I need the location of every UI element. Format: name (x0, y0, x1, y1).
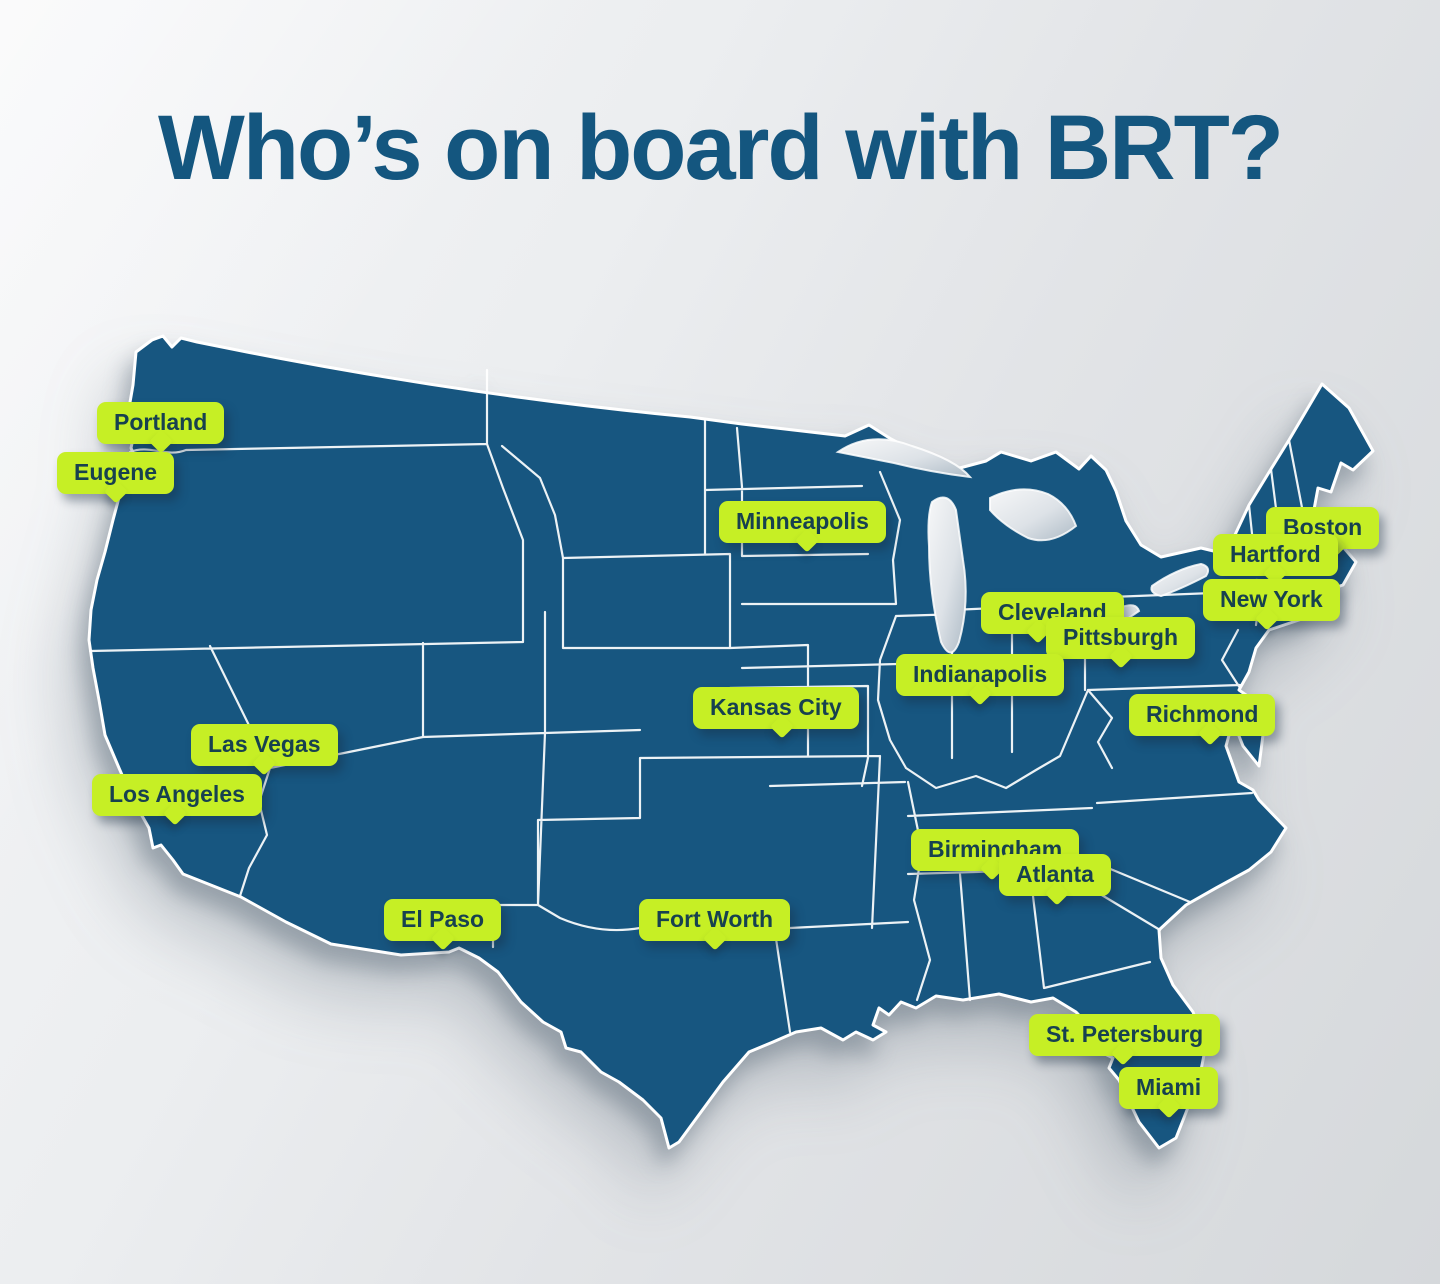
city-label-text: Fort Worth (656, 906, 774, 932)
city-label-text: Minneapolis (736, 508, 869, 534)
lake-superior (835, 438, 973, 479)
great-lakes (835, 438, 1210, 654)
city-label-portland: Portland (97, 402, 225, 454)
city-label-text: Richmond (1146, 701, 1259, 727)
lake-ontario (1150, 562, 1210, 598)
city-label-las-vegas: Las Vegas (191, 724, 338, 776)
city-label-text: Pittsburgh (1063, 624, 1178, 650)
city-label-los-angeles: Los Angeles (92, 774, 262, 826)
city-label-pittsburgh: Pittsburgh (1046, 617, 1195, 669)
city-label-text: Indianapolis (913, 661, 1048, 687)
city-label-text: Portland (114, 409, 208, 435)
city-label-new-york: New York (1203, 579, 1340, 631)
city-label-st-petersburg: St. Petersburg (1029, 1014, 1221, 1066)
city-label-text: Eugene (74, 459, 158, 485)
city-label-richmond: Richmond (1129, 694, 1276, 746)
city-label-miami: Miami (1119, 1067, 1219, 1119)
city-label-text: St. Petersburg (1046, 1021, 1204, 1047)
city-label-text: Los Angeles (109, 781, 245, 807)
city-label-text: Hartford (1230, 541, 1321, 567)
city-label-text: El Paso (401, 906, 485, 932)
lake-michigan (927, 496, 967, 654)
page-title: Who’s on board with BRT? (158, 97, 1284, 199)
city-label-text: Kansas City (710, 694, 842, 720)
city-label-minneapolis: Minneapolis (719, 501, 886, 553)
city-label-eugene: Eugene (57, 452, 175, 504)
city-label-atlanta: Atlanta (999, 854, 1111, 906)
city-label-text: Miami (1136, 1074, 1202, 1100)
city-label-fort-worth: Fort Worth (639, 899, 791, 951)
lake-huron (989, 488, 1078, 542)
city-label-indianapolis: Indianapolis (896, 654, 1065, 706)
city-label-el-paso: El Paso (384, 899, 502, 951)
city-label-text: New York (1220, 586, 1323, 612)
city-label-text: Las Vegas (208, 731, 321, 757)
city-label-text: Atlanta (1016, 861, 1094, 887)
city-label-kansas-city: Kansas City (693, 687, 859, 739)
city-label-hartford: Hartford (1213, 534, 1338, 586)
